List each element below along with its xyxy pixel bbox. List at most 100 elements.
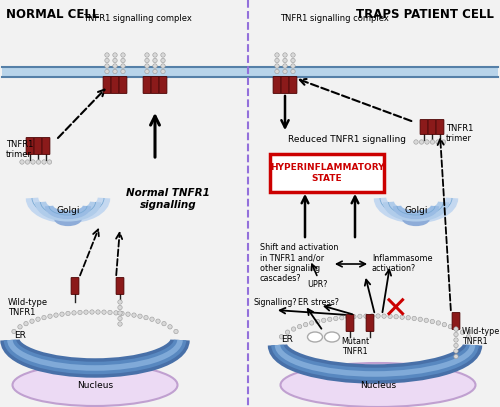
FancyBboxPatch shape (42, 138, 50, 154)
Circle shape (84, 310, 88, 314)
Circle shape (161, 58, 165, 63)
Circle shape (292, 327, 296, 331)
Circle shape (118, 322, 122, 326)
Text: Golgi: Golgi (404, 206, 428, 215)
Circle shape (118, 305, 122, 310)
Circle shape (36, 317, 40, 322)
Circle shape (42, 160, 46, 164)
Circle shape (145, 69, 149, 74)
Circle shape (283, 69, 287, 74)
Circle shape (102, 310, 106, 314)
Text: HYPERINFLAMMATORY
STATE: HYPERINFLAMMATORY STATE (270, 163, 384, 183)
Bar (2, 67, 498, 77)
Circle shape (454, 327, 458, 331)
Circle shape (424, 318, 428, 322)
Circle shape (18, 325, 22, 329)
Circle shape (275, 58, 279, 63)
Circle shape (113, 53, 117, 57)
FancyBboxPatch shape (428, 120, 436, 134)
Circle shape (118, 316, 122, 321)
Circle shape (454, 332, 458, 337)
Circle shape (298, 324, 302, 329)
FancyBboxPatch shape (270, 154, 384, 192)
Circle shape (153, 58, 157, 63)
FancyBboxPatch shape (34, 138, 42, 154)
FancyBboxPatch shape (151, 77, 159, 93)
Ellipse shape (12, 364, 177, 406)
FancyBboxPatch shape (366, 315, 374, 331)
Text: Wild-type
TNFR1: Wild-type TNFR1 (8, 298, 48, 317)
Circle shape (352, 315, 356, 319)
Text: Nucleus: Nucleus (360, 381, 396, 389)
Circle shape (121, 58, 125, 63)
Text: Nucleus: Nucleus (77, 381, 113, 389)
Circle shape (466, 335, 470, 339)
FancyBboxPatch shape (119, 77, 127, 93)
Circle shape (436, 321, 440, 325)
FancyBboxPatch shape (289, 77, 297, 93)
Circle shape (283, 58, 287, 63)
Circle shape (105, 64, 109, 68)
Circle shape (454, 349, 458, 353)
Circle shape (280, 335, 283, 339)
Circle shape (162, 322, 166, 326)
Circle shape (31, 160, 35, 164)
FancyBboxPatch shape (71, 278, 79, 294)
Circle shape (448, 324, 452, 329)
Text: Signalling?: Signalling? (254, 298, 298, 307)
Circle shape (20, 160, 24, 164)
Ellipse shape (324, 332, 340, 342)
FancyBboxPatch shape (281, 77, 289, 93)
FancyBboxPatch shape (420, 120, 428, 134)
Circle shape (291, 58, 295, 63)
FancyBboxPatch shape (116, 278, 124, 294)
FancyBboxPatch shape (346, 315, 354, 331)
Circle shape (153, 64, 157, 68)
FancyBboxPatch shape (26, 138, 34, 154)
Text: Shift and activation
in TNFR1 and/or
other signaling
cascades?: Shift and activation in TNFR1 and/or oth… (260, 243, 338, 283)
Circle shape (90, 310, 94, 314)
Circle shape (48, 314, 52, 318)
Circle shape (105, 69, 109, 74)
Circle shape (358, 314, 362, 319)
Ellipse shape (308, 332, 322, 342)
Text: Normal TNFR1
signalling: Normal TNFR1 signalling (126, 188, 210, 210)
Circle shape (400, 315, 404, 319)
Circle shape (310, 321, 314, 325)
Text: Golgi: Golgi (56, 206, 80, 215)
Circle shape (283, 64, 287, 68)
Circle shape (120, 311, 124, 316)
Text: Wild-type
TNFR1: Wild-type TNFR1 (462, 327, 500, 346)
Text: TRAPS PATIENT CELL: TRAPS PATIENT CELL (356, 8, 494, 21)
Circle shape (60, 312, 64, 316)
Circle shape (420, 140, 424, 144)
Text: TNFR1 signalling complex: TNFR1 signalling complex (82, 14, 192, 23)
Circle shape (153, 53, 157, 57)
Circle shape (121, 69, 125, 74)
Text: ER: ER (282, 335, 294, 344)
Circle shape (66, 311, 70, 316)
Circle shape (121, 53, 125, 57)
Circle shape (454, 338, 458, 342)
Circle shape (118, 311, 122, 315)
Circle shape (105, 58, 109, 63)
Ellipse shape (280, 363, 475, 407)
Circle shape (161, 69, 165, 74)
Circle shape (436, 140, 440, 144)
Text: Reduced TNFR1 signalling: Reduced TNFR1 signalling (288, 135, 406, 144)
Circle shape (442, 140, 446, 144)
Circle shape (72, 311, 76, 315)
FancyBboxPatch shape (436, 120, 444, 134)
Text: Inflammasome
activation?: Inflammasome activation? (372, 254, 432, 274)
Circle shape (286, 330, 290, 335)
Text: ER stress?: ER stress? (298, 298, 339, 307)
Circle shape (418, 317, 422, 322)
Circle shape (113, 58, 117, 63)
Circle shape (275, 69, 279, 74)
Circle shape (132, 313, 136, 317)
Circle shape (430, 140, 434, 144)
Circle shape (153, 69, 157, 74)
Circle shape (291, 69, 295, 74)
FancyBboxPatch shape (452, 313, 460, 329)
Circle shape (334, 316, 338, 321)
